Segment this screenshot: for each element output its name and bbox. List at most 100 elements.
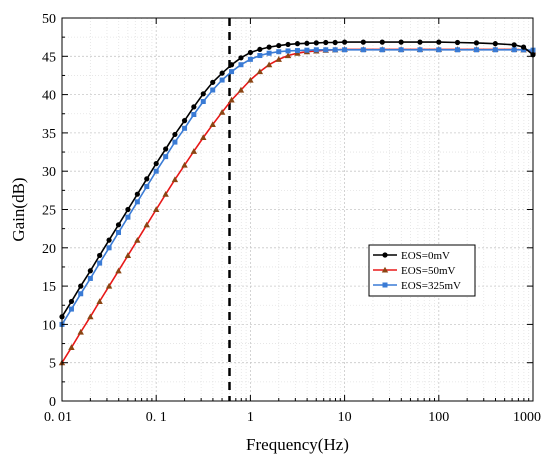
- data-point: [238, 62, 244, 68]
- data-point: [153, 160, 159, 167]
- y-tick-label: 20: [42, 242, 56, 257]
- data-point: [219, 70, 225, 76]
- data-point: [68, 298, 75, 305]
- x-tick-label: 1000: [513, 410, 541, 425]
- data-point: [191, 112, 197, 118]
- data-point: [200, 134, 207, 141]
- series-line: [61, 48, 534, 364]
- legend-label: EOS=325mV: [401, 280, 461, 292]
- data-point: [492, 41, 498, 47]
- y-tick-label: 45: [42, 50, 56, 65]
- data-point: [323, 39, 329, 46]
- data-point: [511, 47, 517, 53]
- data-point: [115, 267, 122, 274]
- data-point: [473, 40, 480, 46]
- data-point: [143, 221, 150, 228]
- data-point: [181, 118, 188, 124]
- data-point: [134, 199, 140, 205]
- data-point: [342, 39, 348, 45]
- data-point: [511, 42, 517, 48]
- data-point: [275, 56, 282, 62]
- data-point: [229, 69, 235, 75]
- data-point: [436, 47, 442, 53]
- data-point: [436, 39, 442, 45]
- data-point: [219, 77, 225, 83]
- data-point: [257, 53, 263, 59]
- y-tick-label: 40: [42, 89, 56, 104]
- data-point: [87, 275, 93, 281]
- data-point: [181, 161, 188, 168]
- data-point: [134, 236, 141, 243]
- data-point: [210, 79, 216, 85]
- legend-entry: EOS=50mV: [373, 265, 456, 277]
- data-point: [382, 282, 388, 288]
- y-tick-label: 25: [42, 204, 56, 219]
- data-point: [332, 47, 338, 53]
- data-point: [294, 48, 300, 54]
- y-tick-label: 15: [42, 280, 56, 295]
- data-point: [228, 62, 235, 68]
- data-point: [492, 47, 498, 53]
- data-point: [172, 131, 178, 138]
- data-point: [153, 168, 159, 174]
- y-tick-label: 0: [49, 395, 56, 410]
- legend-entry: EOS=0mV: [373, 250, 450, 262]
- data-point: [209, 121, 216, 128]
- legend-label: EOS=50mV: [401, 265, 456, 277]
- data-point: [520, 44, 527, 50]
- data-point: [115, 222, 122, 228]
- data-point: [124, 252, 132, 259]
- data-point: [521, 47, 527, 53]
- data-point: [125, 206, 131, 213]
- data-point: [276, 49, 282, 55]
- y-tick-label: 10: [42, 318, 56, 333]
- data-point: [285, 41, 291, 48]
- data-point: [382, 252, 388, 258]
- data-point: [172, 139, 178, 145]
- data-point: [78, 291, 84, 297]
- data-point: [200, 91, 206, 97]
- data-point: [332, 39, 338, 46]
- data-point: [313, 47, 319, 53]
- data-point: [134, 191, 140, 197]
- data-point: [238, 55, 244, 61]
- data-point: [454, 39, 461, 46]
- data-point: [247, 49, 253, 56]
- x-tick-label: 10: [338, 410, 352, 425]
- data-point: [379, 39, 385, 45]
- data-point: [105, 282, 113, 289]
- data-point: [163, 154, 169, 160]
- data-point: [304, 47, 310, 53]
- data-point: [190, 148, 198, 154]
- data-point: [284, 52, 292, 59]
- data-point: [247, 76, 254, 83]
- data-point: [191, 104, 197, 110]
- y-tick-label: 30: [42, 165, 56, 180]
- x-tick-label: 0. 1: [146, 410, 167, 425]
- data-point: [182, 125, 188, 131]
- data-point: [153, 206, 160, 213]
- data-point: [342, 47, 348, 53]
- series-line: [61, 48, 534, 325]
- data-point: [455, 47, 461, 53]
- data-point: [144, 176, 150, 182]
- data-point: [313, 40, 319, 46]
- data-point: [68, 344, 75, 350]
- data-point: [87, 313, 94, 320]
- data-point: [125, 214, 131, 220]
- data-point: [398, 39, 404, 45]
- data-point: [106, 245, 112, 251]
- data-point: [200, 98, 206, 104]
- series-line: [61, 41, 534, 318]
- data-point: [266, 50, 272, 56]
- data-point: [171, 176, 179, 183]
- data-point: [163, 146, 169, 152]
- data-point: [247, 56, 253, 62]
- y-tick-label: 35: [42, 127, 56, 142]
- data-point: [265, 61, 273, 68]
- axes: 0 5 10 15 20 25 30 35 40 45 50 0. 01 0. 1 1 10 100 1000: [42, 12, 541, 425]
- data-point: [294, 41, 301, 47]
- data-point: [256, 68, 264, 75]
- data-point: [97, 260, 103, 266]
